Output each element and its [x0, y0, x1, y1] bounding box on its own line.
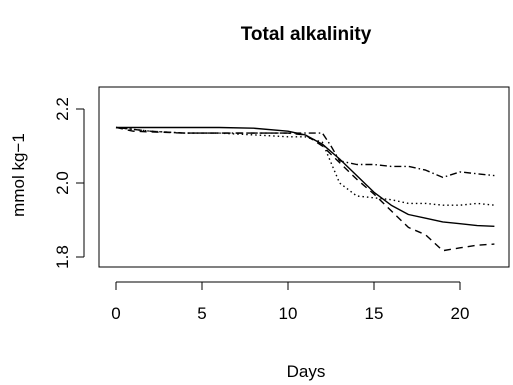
- y-tick-label: 2.0: [53, 171, 72, 195]
- plot-frame: [98, 86, 510, 268]
- x-tick-label: 20: [451, 304, 470, 323]
- x-tick-label: 15: [365, 304, 384, 323]
- x-axis: 0 5 10 15 20: [111, 281, 470, 323]
- y-tick-label: 1.8: [53, 245, 72, 269]
- y-axis-label: mmol kg−1: [9, 133, 28, 217]
- series-line-dashed: [115, 126, 495, 252]
- series-line-dotted: [115, 126, 495, 206]
- series-line-dotdash: [115, 126, 495, 179]
- x-tick-label: 10: [279, 304, 298, 323]
- chart-title: Total alkalinity: [241, 24, 372, 45]
- x-axis-label: Days: [287, 362, 326, 381]
- series-line-solid: [116, 126, 495, 227]
- y-tick-label: 2.2: [53, 97, 72, 121]
- x-tick-label: 5: [197, 304, 206, 323]
- series-group: [115, 126, 495, 252]
- y-axis: 1.8 2.0 2.2: [53, 97, 85, 269]
- x-tick-label: 0: [111, 304, 120, 323]
